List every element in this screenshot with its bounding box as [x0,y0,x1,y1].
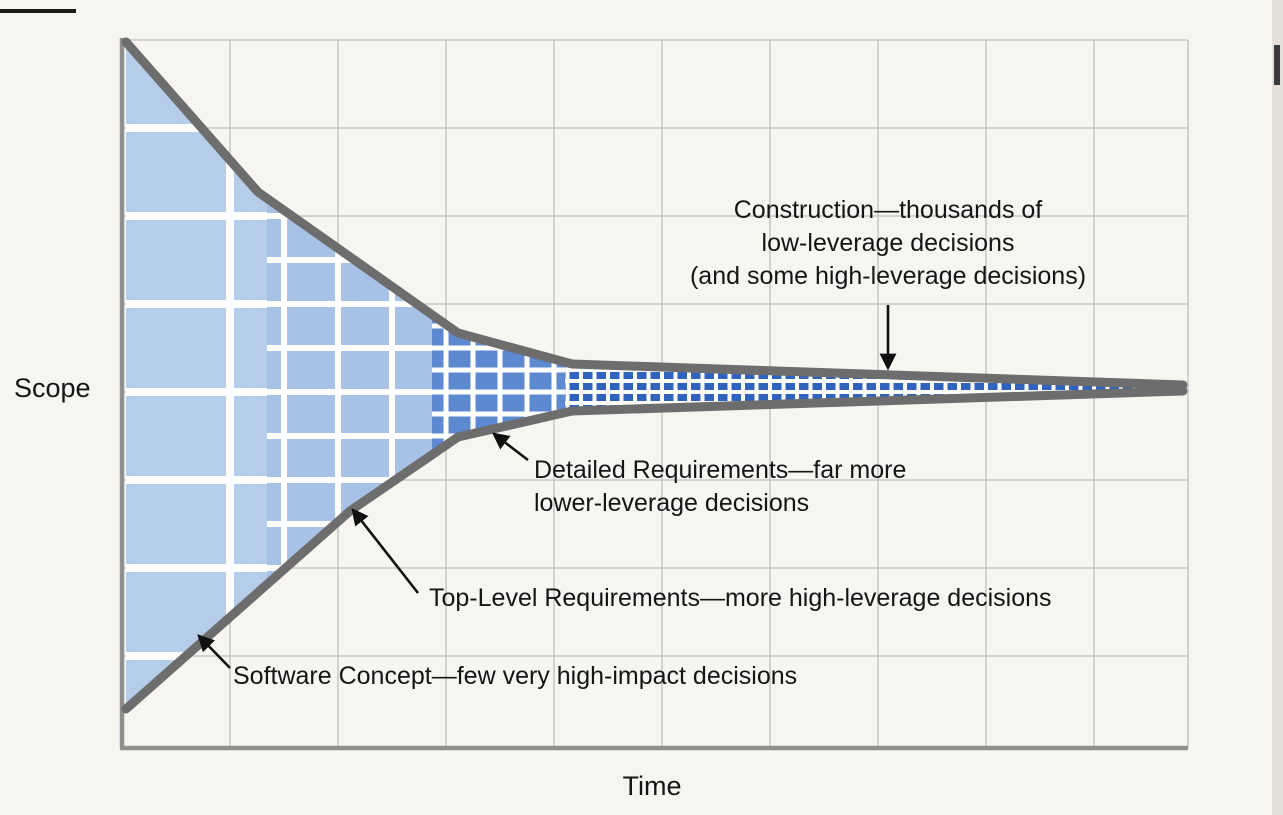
scan-artifact-right-smudge [1274,45,1280,85]
funnel-zone-top-level-requirements [267,42,432,709]
scan-artifact-right-strip [1272,0,1283,815]
software-concept-label: Software Concept—few very high-impact de… [233,662,797,690]
x-axis-label: Time [623,771,682,801]
axes [119,38,1188,751]
software-concept-arrow [197,634,231,669]
scan-artifact-top-left [0,9,76,13]
top-level-requirements-arrow [351,508,420,594]
construction-label-line3: (and some high-leverage decisions) [690,262,1086,290]
background-grid [122,39,1189,748]
detailed-requirements-label-line1: Detailed Requirements—far more [534,456,906,484]
detailed-requirements-arrow [491,432,529,462]
annotation-arrows [197,305,897,669]
funnel-top-border [121,37,1188,390]
funnel-bottom-border [121,386,1188,714]
funnel-zone-software-concept [126,42,267,709]
construction-label-line1: Construction—thousands of [734,196,1043,224]
y-axis-label: Scope [14,373,91,403]
construction-label-line2: low-leverage decisions [762,229,1015,257]
detailed-requirements-label-line2: lower-leverage decisions [534,489,809,517]
funnel-zone-detailed-requirements [432,42,565,709]
annotation-labels: Construction—thousands of low-leverage d… [233,196,1086,690]
top-level-requirements-label: Top-Level Requirements—more high-leverag… [429,584,1052,612]
